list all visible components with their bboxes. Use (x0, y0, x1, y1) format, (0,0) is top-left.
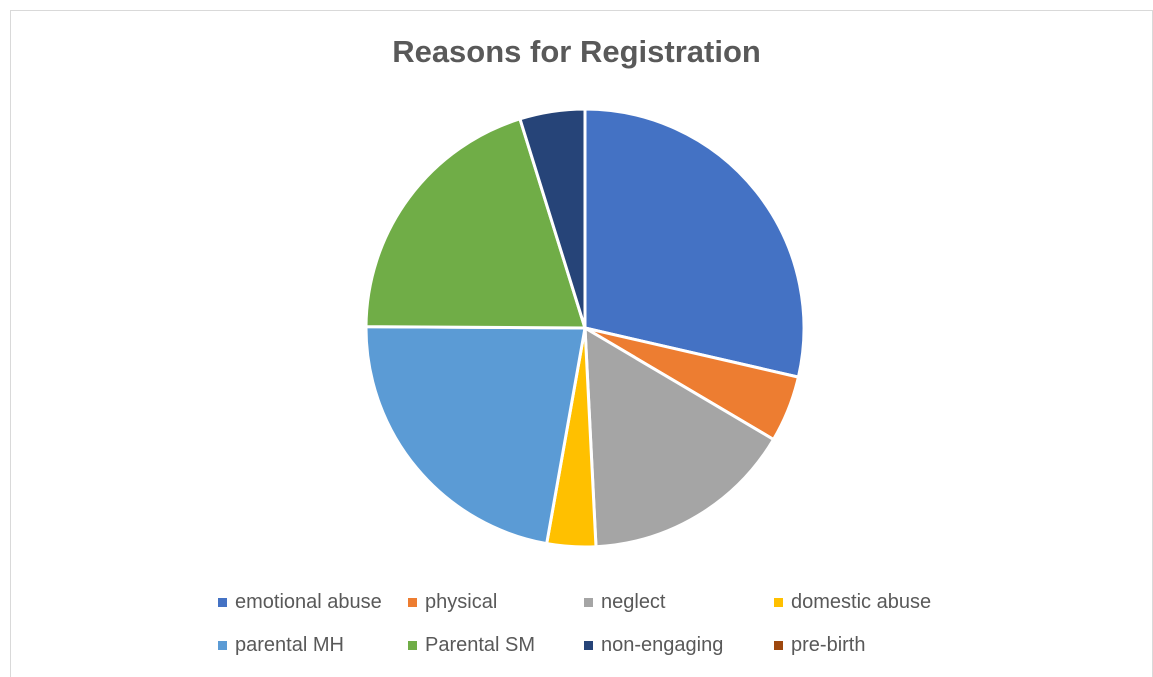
legend-label: emotional abuse (235, 590, 382, 613)
legend-label: Parental SM (425, 633, 536, 656)
legend-swatch (774, 640, 783, 650)
legend-swatch (408, 640, 417, 650)
chart-legend: emotional abuse physical neglect domestic a… (218, 590, 998, 657)
legend-label: neglect (601, 590, 666, 613)
legend-swatch (408, 597, 417, 607)
legend-item-domestic-abuse: domestic abuse (774, 590, 984, 614)
legend-item-parental-sm: Parental SM (408, 633, 584, 657)
pie-slice-parental-sm (364, 117, 587, 330)
legend-item-neglect: neglect (584, 590, 774, 614)
pie-slice-non-engaging (518, 107, 587, 330)
legend-item-non-engaging: non-engaging (584, 633, 774, 657)
legend-swatch (774, 597, 783, 607)
legend-label: pre-birth (791, 633, 866, 656)
legend-swatch (584, 597, 593, 607)
legend-item-parental-mh: parental MH (218, 633, 408, 657)
legend-item-physical: physical (408, 590, 584, 614)
legend-label: physical (425, 590, 498, 613)
legend-swatch (218, 640, 227, 650)
legend-item-pre-birth: pre-birth (774, 633, 984, 657)
legend-swatch (218, 597, 227, 607)
legend-label: non-engaging (601, 633, 724, 656)
legend-label: domestic abuse (791, 590, 932, 613)
pie-slice-parental-mh (364, 325, 587, 546)
legend-label: parental MH (235, 633, 344, 656)
chart-title: Reasons for Registration (392, 34, 761, 69)
pie-slice-emotional-abuse (583, 107, 806, 379)
legend-swatch (584, 640, 593, 650)
legend-item-emotional-abuse: emotional abuse (218, 590, 408, 614)
pie-slice-neglect (583, 326, 775, 549)
